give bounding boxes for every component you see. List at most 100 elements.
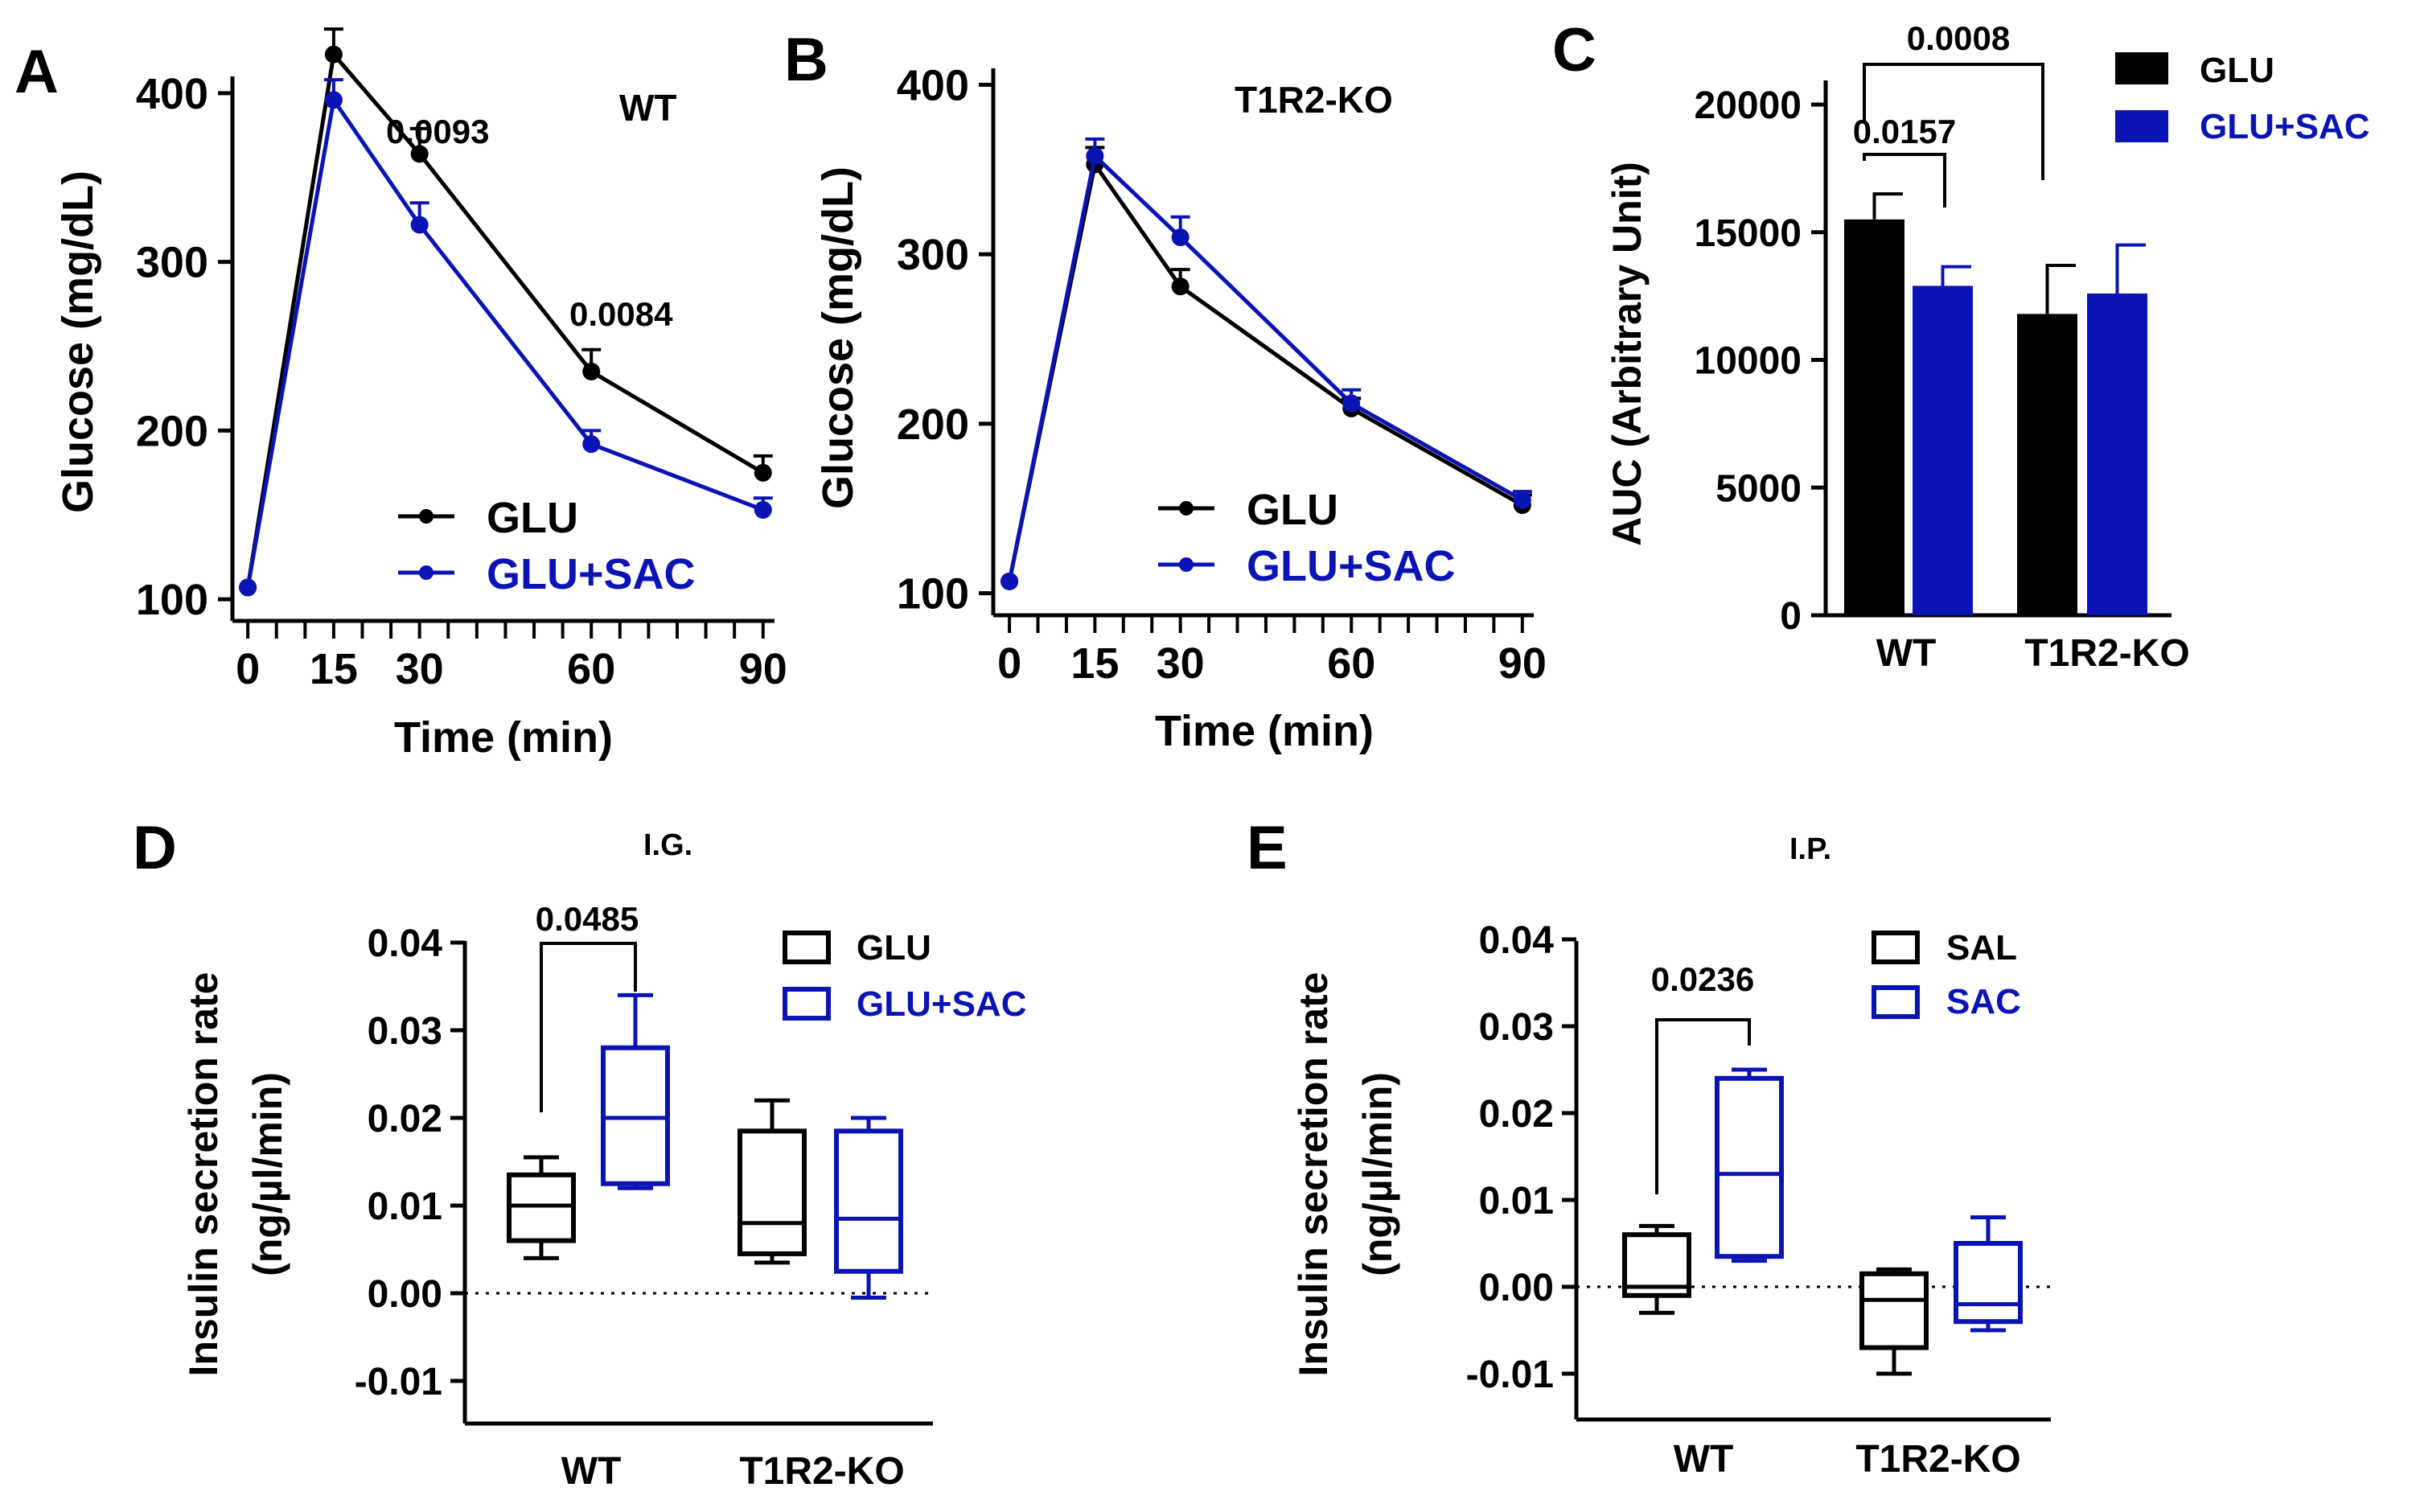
legend-label-glu-sac: GLU+SAC — [1247, 542, 1456, 590]
box-iqr-b — [601, 1045, 670, 1186]
x-tick-label: 60 — [1327, 639, 1375, 688]
legend-swatch-sac — [1872, 985, 1920, 1019]
x-category-label: T1R2-KO — [1855, 1438, 2020, 1481]
x-tick-label: 30 — [396, 645, 444, 693]
x-category-label: WT — [1876, 632, 1937, 675]
panel-d-letter: D — [133, 814, 177, 882]
x-category-label: T1R2-KO — [739, 1450, 904, 1493]
panel-e-comparison: 0.0236 — [1651, 960, 1754, 1194]
y-tick-label: 200 — [136, 407, 208, 455]
pvalue-wt: 0.0157 — [1853, 113, 1956, 150]
data-point — [754, 500, 772, 519]
panel-b-x-label: Time (min) — [1155, 707, 1374, 755]
data-point — [582, 362, 601, 380]
panel-a-title: WT — [619, 87, 677, 129]
y-tick-label: 0.02 — [1479, 1093, 1554, 1136]
y-tick-label: 5000 — [1715, 467, 1802, 510]
data-point — [1171, 228, 1190, 247]
panel-a-pvalue-30: 0.0093 — [386, 113, 489, 150]
data-point — [1171, 277, 1190, 296]
x-category-label: T1R2-KO — [2024, 632, 2189, 675]
x-category-label: WT — [561, 1450, 622, 1493]
y-tick-label: 0.02 — [368, 1098, 442, 1140]
y-tick-label: 10000 — [1695, 340, 1802, 383]
bar-glu — [2017, 314, 2077, 615]
legend-swatch-glu — [783, 931, 831, 964]
panel-c-legend: GLU GLU+SAC — [2115, 51, 2369, 146]
bar-glu — [1844, 219, 1904, 615]
data-point — [1513, 491, 1531, 509]
legend-marker-glu-sac — [1179, 557, 1194, 572]
x-tick-label: 0 — [236, 645, 260, 693]
bracket-glu — [1863, 63, 2044, 180]
pvalue-wt: 0.0236 — [1651, 960, 1754, 998]
data-point — [1001, 572, 1019, 590]
panel-d-comparison: 0.0485 — [536, 900, 639, 1112]
box-iqr-a — [738, 1128, 807, 1256]
y-tick-label: 300 — [897, 231, 969, 279]
bracket-wt — [540, 942, 637, 1112]
x-tick-label: 90 — [1498, 639, 1547, 688]
legend-swatch-glu-sac — [2115, 110, 2168, 142]
x-tick-label: 60 — [567, 645, 615, 693]
box-iqr-b — [1715, 1075, 1784, 1259]
panel-a-legend: GLU GLU+SAC — [398, 494, 696, 598]
panel-e-y-label: Insulin secretion rate — [1291, 972, 1336, 1377]
x-tick-label: 30 — [1157, 639, 1205, 688]
panel-d-title: I.G. — [643, 828, 692, 862]
panel-a-y-label: Glucose (mg/dL) — [54, 171, 102, 513]
legend-label-sac: SAC — [1946, 982, 2021, 1021]
panel-a-letter: A — [14, 38, 59, 106]
y-tick-label: 300 — [136, 239, 208, 287]
panel-b-legend: GLU GLU+SAC — [1158, 486, 1456, 590]
panel-a-pvalue-60: 0.0084 — [569, 295, 673, 333]
legend-label-glu: GLU — [857, 928, 931, 968]
panel-e-y-label-units: (ng/µl/min) — [1355, 1072, 1400, 1276]
panel-a-x-label: Time (min) — [394, 713, 613, 762]
bracket-wt — [1863, 153, 1946, 207]
panel-b: B T1R2-KO 100 200 300 400 0 15 30 60 90 Glucose… — [784, 26, 1547, 755]
panel-e: E I.P. 0.04 0.03 0.02 0.01 0.00 -0.01 WT T1R2-… — [1247, 814, 2051, 1481]
panel-b-title: T1R2-KO — [1235, 79, 1393, 121]
y-tick-label: 400 — [136, 70, 208, 118]
panel-d-y-label-units: (ng/µl/min) — [245, 1072, 290, 1276]
bar-glu-sac — [2087, 293, 2147, 615]
panel-d-legend: GLU GLU+SAC — [783, 928, 1026, 1024]
panel-e-legend: SAL SAC — [1872, 928, 2021, 1021]
x-tick-label: 15 — [310, 645, 358, 693]
y-tick-label: 0 — [1780, 595, 1802, 638]
y-tick-label: 0.00 — [1479, 1267, 1554, 1309]
data-point — [754, 463, 772, 482]
y-tick-label: 0.03 — [368, 1010, 442, 1053]
bracket-wt — [1655, 1018, 1751, 1194]
x-tick-label: 90 — [739, 645, 787, 693]
x-tick-label: 15 — [1070, 639, 1119, 688]
panel-a: A WT 100 200 300 400 0 15 30 60 90 0.0093 0.008… — [14, 27, 787, 762]
data-point — [410, 145, 429, 163]
y-tick-label: 0.01 — [1479, 1180, 1554, 1222]
x-category-label: WT — [1674, 1438, 1734, 1481]
y-tick-label: 0.03 — [1479, 1006, 1554, 1049]
y-tick-label: 20000 — [1695, 84, 1802, 127]
legend-marker-glu — [419, 509, 433, 524]
y-tick-label: -0.01 — [355, 1361, 442, 1403]
data-point — [239, 578, 257, 597]
legend-marker-glu-sac — [419, 565, 433, 580]
panel-c-letter: C — [1552, 16, 1596, 84]
box-iqr-b — [1954, 1241, 2023, 1325]
legend-swatch-sal — [1872, 931, 1920, 964]
bar-glu-sac — [1913, 286, 1973, 615]
panel-e-title: I.P. — [1789, 832, 1831, 866]
y-tick-label: 0.00 — [368, 1273, 442, 1316]
legend-label-glu: GLU — [2200, 51, 2274, 90]
panel-d: D I.G. 0.04 0.03 0.02 0.01 0.00 -0.01 WT T1R2-… — [133, 814, 1026, 1493]
legend-marker-glu — [1179, 501, 1194, 516]
legend-swatch-glu — [2115, 52, 2168, 84]
panel-d-y-label: Insulin secretion rate — [181, 972, 226, 1377]
panel-b-letter: B — [784, 26, 828, 94]
legend-label-glu: GLU — [487, 494, 578, 542]
legend-label-glu-sac: GLU+SAC — [487, 550, 696, 598]
y-tick-label: 100 — [136, 576, 208, 624]
y-tick-label: 200 — [897, 401, 969, 449]
